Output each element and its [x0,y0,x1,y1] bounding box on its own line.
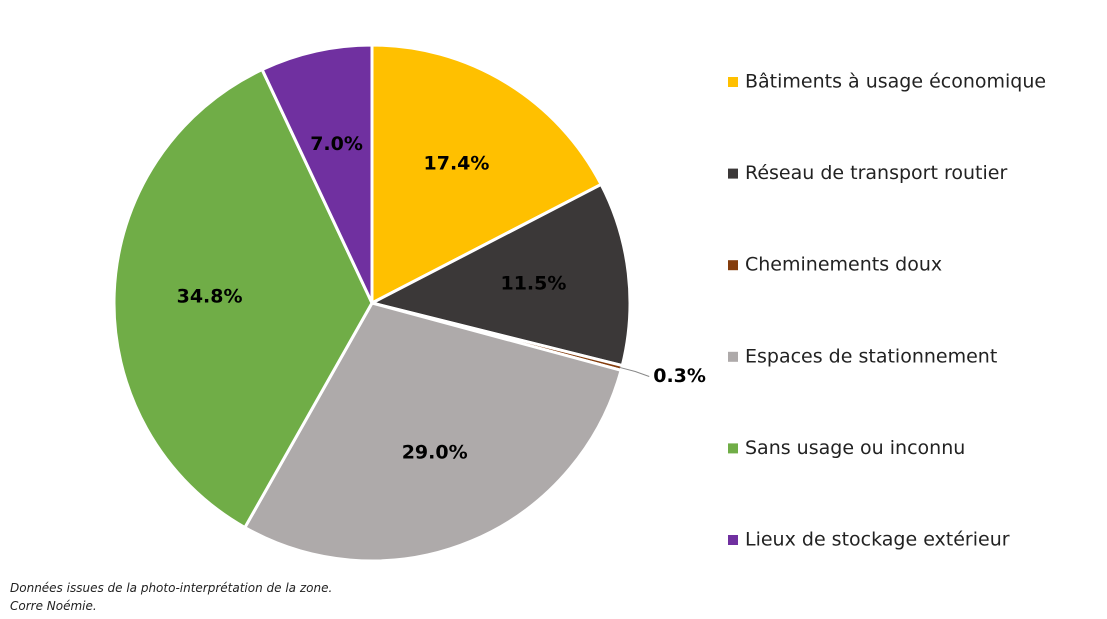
legend-swatch [728,443,738,454]
data-label: 7.0% [310,133,363,155]
legend-swatch [728,77,738,87]
legend-label: Lieux de stockage extérieur [745,529,1010,551]
leader-line [619,366,650,377]
data-label: 17.4% [424,153,490,175]
legend-swatch [728,351,738,362]
legend-label: Sans usage ou inconnu [745,437,965,459]
legend-swatch [728,535,738,545]
legend-label: Bâtiments à usage économique [745,71,1046,93]
legend-swatch [728,168,738,179]
legend-swatch [728,260,738,271]
source-note: Corre Noémie. [10,599,97,613]
pie-slice [242,301,623,563]
pie-slice [112,67,374,530]
data-label: 29.0% [402,441,468,463]
pie-slice [370,43,604,306]
data-label: 34.8% [177,285,243,307]
pie-slice [367,182,632,368]
legend-label: Réseau de transport routier [745,162,1007,184]
data-label: 11.5% [500,273,566,295]
pie-slice [260,43,374,304]
legend-label: Cheminements doux [745,254,942,276]
source-note: Données issues de la photo-interprétatio… [10,581,332,595]
legend-label: Espaces de stationnement [745,345,997,367]
data-label: 0.3% [653,365,706,387]
